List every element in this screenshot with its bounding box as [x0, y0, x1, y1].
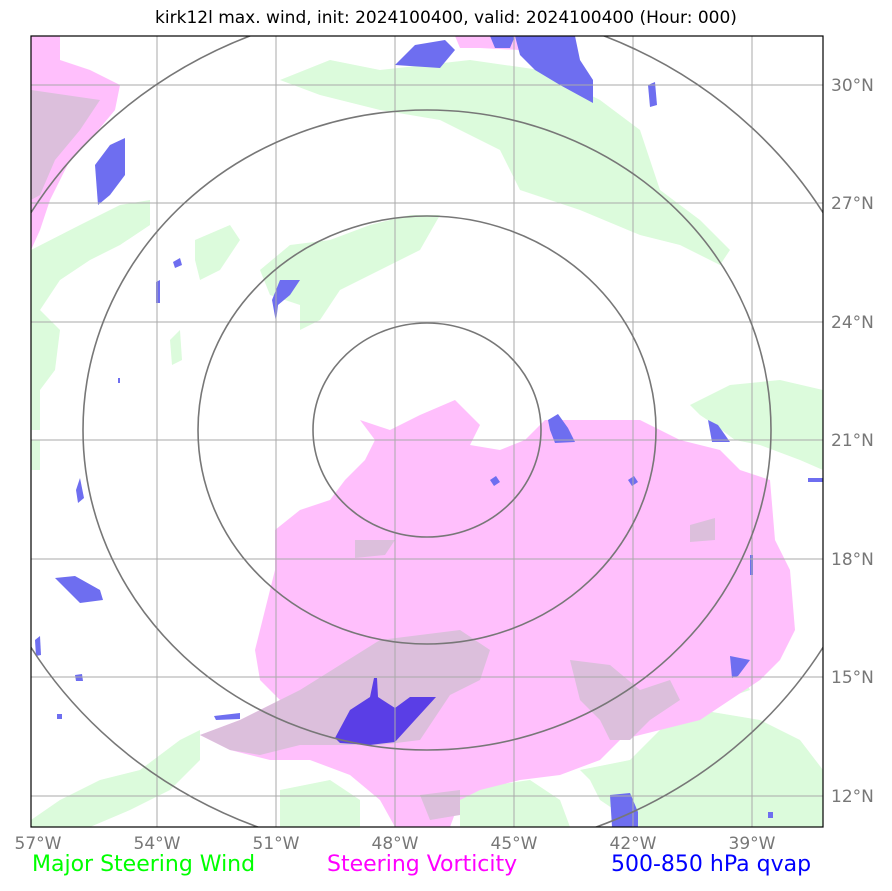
lat-label: 21°N [831, 431, 874, 451]
qvap-core-region [335, 678, 436, 745]
plot-frame [30, 35, 824, 828]
lon-label: 51°W [253, 834, 300, 854]
overlap-regions [31, 90, 715, 820]
lon-label: 48°W [372, 834, 419, 854]
lat-lon-grid [31, 36, 823, 827]
legend-steering-wind: Major Steering Wind [32, 852, 256, 877]
lat-label: 27°N [831, 194, 874, 214]
lon-label: 54°W [134, 834, 181, 854]
lon-label: 45°W [491, 834, 538, 854]
legend-qvap: 500-850 hPa qvap [611, 852, 812, 877]
lat-label: 12°N [831, 787, 874, 807]
legend-steering-vorticity: Steering Vorticity [327, 852, 518, 877]
lat-label: 18°N [831, 550, 874, 570]
range-rings [31, 36, 823, 827]
lon-axis-labels: 57°W 54°W 51°W 48°W 45°W 42°W 39°W [15, 834, 776, 854]
lat-axis-labels: 30°N 27°N 24°N 21°N 18°N 15°N 12°N [831, 76, 874, 807]
qvap-regions [35, 36, 823, 827]
lat-label: 15°N [831, 668, 874, 688]
lon-label: 57°W [15, 834, 62, 854]
map-title: kirk12l max. wind, init: 2024100400, val… [155, 8, 737, 28]
lat-label: 24°N [831, 313, 874, 333]
lat-label: 30°N [831, 76, 874, 96]
lon-label: 42°W [610, 834, 657, 854]
lon-label: 39°W [729, 834, 776, 854]
